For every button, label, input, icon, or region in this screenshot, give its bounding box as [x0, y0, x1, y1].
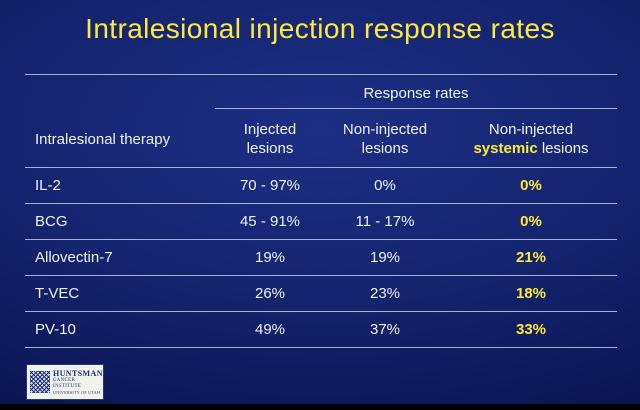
- header-line: Non-injected: [488, 121, 574, 139]
- injected-value: 26%: [254, 285, 286, 303]
- header-line: lesions: [541, 140, 589, 158]
- table-row-tvec: T-VEC 26% 23% 18%: [25, 276, 617, 313]
- table-row-allovectin: Allovectin-7 19% 19% 21%: [25, 240, 617, 277]
- non-injected-value: 23%: [369, 285, 401, 303]
- table-row-il2: IL-2 70 - 97% 0% 0%: [25, 168, 617, 205]
- non-injected-value: 11 - 17%: [355, 213, 415, 231]
- systemic-value: 18%: [515, 285, 547, 303]
- systemic-value: 33%: [515, 321, 547, 339]
- therapy-name: IL-2: [35, 177, 61, 195]
- injected-value: 49%: [254, 321, 286, 339]
- header-highlight: systemic: [473, 140, 538, 158]
- injected-value: 45 - 91%: [239, 213, 301, 231]
- systemic-value: 21%: [515, 249, 547, 267]
- non-injected-column-header: Non-injected lesions: [325, 120, 445, 158]
- header-line: lesions: [361, 140, 409, 158]
- therapy-column-header: Intralesional therapy: [35, 130, 171, 148]
- non-injected-value: 37%: [369, 321, 401, 339]
- systemic-value: 0%: [520, 177, 542, 195]
- table-row-pv10: PV-10 49% 37% 33%: [25, 312, 617, 349]
- therapy-name: Allovectin-7: [35, 249, 113, 267]
- title-divider: [25, 74, 617, 76]
- systemic-value: 0%: [520, 213, 542, 231]
- non-injected-value: 19%: [369, 249, 401, 267]
- logo-line: UNIVERSITY OF UTAH: [53, 390, 101, 395]
- systemic-column-header: Non-injected systemic lesions: [445, 120, 617, 158]
- response-rates-group-header: Response rates: [215, 85, 617, 110]
- header-line: Injected: [243, 121, 297, 139]
- huntsman-logo-icon: [30, 371, 50, 393]
- table-header-row: Intralesional therapy Injected lesions N…: [25, 109, 617, 169]
- slide-title: Intralesional injection response rates: [85, 13, 555, 44]
- huntsman-logo-text: HUNTSMAN CANCER INSTITUTE UNIVERSITY OF …: [53, 369, 103, 395]
- logo-line: CANCER INSTITUTE: [53, 378, 82, 389]
- injected-value: 19%: [254, 249, 286, 267]
- huntsman-logo: HUNTSMAN CANCER INSTITUTE UNIVERSITY OF …: [26, 364, 104, 400]
- therapy-name: BCG: [35, 213, 68, 231]
- injected-value: 70 - 97%: [239, 177, 301, 195]
- table-row-bcg: BCG 45 - 91% 11 - 17% 0%: [25, 204, 617, 241]
- therapy-name: PV-10: [35, 321, 76, 339]
- logo-line: HUNTSMAN: [53, 369, 103, 378]
- non-injected-value: 0%: [374, 177, 396, 195]
- header-line: lesions: [246, 140, 294, 158]
- injected-column-header: Injected lesions: [215, 120, 325, 158]
- header-line: Non-injected: [342, 121, 428, 139]
- therapy-name: T-VEC: [35, 285, 80, 303]
